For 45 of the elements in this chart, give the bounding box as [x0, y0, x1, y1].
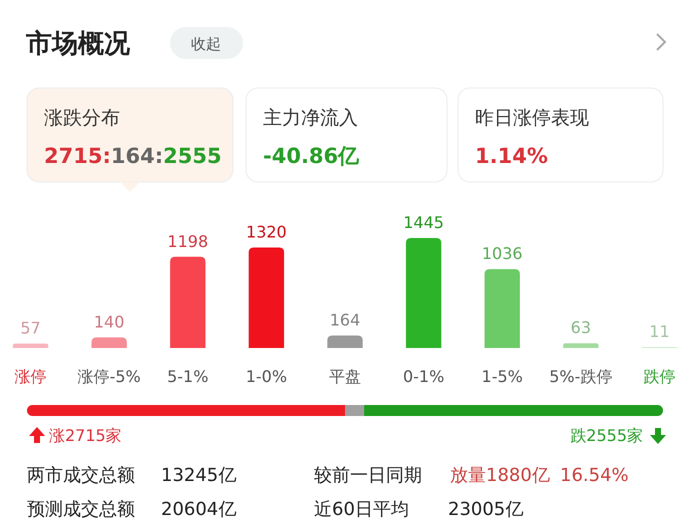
bar [563, 343, 599, 348]
bar [12, 344, 48, 348]
text: 20604亿 [161, 499, 236, 520]
bar [327, 336, 363, 348]
bar [248, 248, 284, 348]
text: 16.54% [560, 465, 629, 486]
text: 预测成交总额 [27, 499, 135, 520]
bar [91, 337, 127, 348]
data-label: 63 [570, 318, 592, 338]
x-tick-label: 5-1% [167, 367, 208, 386]
text: 1.14% [475, 144, 548, 168]
text: 主力净流入 [263, 107, 358, 129]
data-label: 164 [330, 310, 360, 330]
text: 涨跌分布 [44, 107, 120, 129]
text: 涨2715家 [49, 426, 122, 445]
data-label: 1445 [403, 213, 444, 232]
x-tick-label: 涨停 [14, 367, 47, 386]
text: 两市成交总额 [27, 465, 135, 486]
x-tick-label: 跌停 [643, 367, 676, 386]
text: 跌2555家 [570, 426, 643, 445]
x-tick-label: 涨停-5% [78, 367, 141, 386]
text: 昨日涨停表现 [475, 107, 589, 129]
text: -40.86亿 [263, 144, 360, 168]
text: 13245亿 [161, 465, 236, 486]
x-tick-label: 0-1% [402, 367, 444, 386]
text: 放量1880亿 [450, 465, 550, 486]
text: 较前一日同期 [314, 465, 422, 486]
x-tick-label: 1-0% [246, 367, 288, 386]
bar [484, 269, 520, 348]
data-label: 1036 [482, 244, 523, 264]
data-label: 57 [20, 318, 41, 338]
data-label: 1320 [246, 222, 287, 242]
text: 收起 [191, 35, 221, 53]
bar [170, 256, 206, 348]
x-tick-label: 1-5% [482, 367, 523, 386]
text: 2715:164:2555 [44, 144, 222, 168]
text: 23005亿 [448, 499, 524, 520]
x-tick-label: 5%-跌停 [549, 367, 612, 386]
data-label: 140 [94, 312, 124, 332]
bar [406, 238, 442, 348]
x-tick-label: 平盘 [329, 367, 361, 386]
text: 近60日平均 [314, 499, 409, 520]
text: 市场概况 [25, 29, 131, 59]
data-label: 1198 [167, 232, 208, 251]
data-label: 11 [649, 322, 670, 342]
